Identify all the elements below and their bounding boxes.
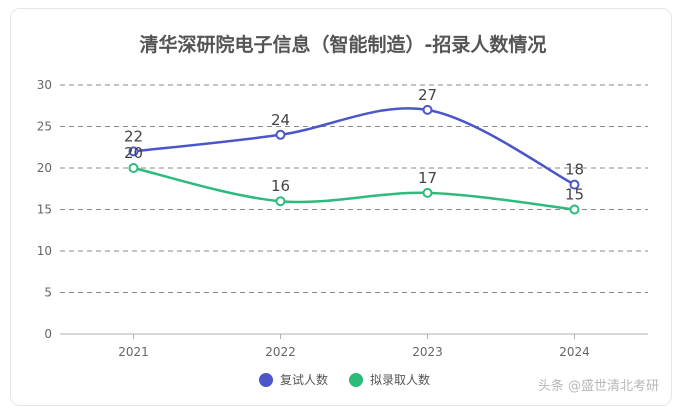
chart-title: 清华深研院电子信息（智能制造）-招录人数情况 bbox=[140, 33, 547, 56]
y-tick-label: 15 bbox=[37, 203, 52, 217]
legend-marker bbox=[349, 373, 363, 387]
series-group bbox=[128, 104, 580, 215]
series-line-1 bbox=[133, 107, 576, 186]
y-tick-label: 10 bbox=[37, 244, 52, 258]
data-point[interactable] bbox=[275, 129, 286, 140]
legend-marker bbox=[259, 373, 273, 387]
data-point[interactable] bbox=[422, 104, 433, 115]
data-labels: 22 24 27 18 20 16 17 15 bbox=[124, 86, 584, 204]
legend-item-1[interactable]: 复试人数 bbox=[259, 372, 328, 387]
data-point[interactable] bbox=[422, 187, 433, 198]
data-label: 15 bbox=[565, 186, 584, 204]
legend-label: 复试人数 bbox=[280, 372, 328, 387]
gridlines bbox=[60, 84, 648, 293]
x-tick-label: 2023 bbox=[412, 345, 443, 359]
data-label: 18 bbox=[565, 161, 584, 179]
y-tick-label: 25 bbox=[37, 120, 52, 134]
data-point[interactable] bbox=[128, 146, 139, 157]
series-line-2 bbox=[133, 166, 575, 211]
data-point[interactable] bbox=[569, 204, 580, 215]
data-point[interactable] bbox=[275, 196, 286, 207]
x-tick-label: 2022 bbox=[265, 345, 296, 359]
data-point[interactable] bbox=[128, 163, 139, 173]
data-label: 20 bbox=[124, 144, 143, 162]
data-label: 17 bbox=[418, 169, 437, 187]
data-label: 27 bbox=[418, 86, 437, 104]
data-label: 22 bbox=[124, 127, 143, 145]
y-tick-label: 30 bbox=[37, 78, 52, 92]
data-point[interactable] bbox=[569, 179, 580, 190]
data-label: 24 bbox=[271, 111, 290, 129]
legend-item-2[interactable]: 拟录取人数 bbox=[349, 372, 430, 387]
y-tick-label: 5 bbox=[44, 286, 52, 300]
legend-label: 拟录取人数 bbox=[370, 372, 430, 387]
data-label: 16 bbox=[271, 177, 290, 195]
y-tick-label: 0 bbox=[44, 327, 52, 341]
watermark-text: 头条 @盛世清北考研 bbox=[537, 379, 659, 394]
y-tick-label: 20 bbox=[37, 161, 52, 175]
legend[interactable]: 复试人数 拟录取人数 bbox=[259, 372, 430, 387]
x-tick-label: 2021 bbox=[118, 345, 149, 359]
x-tick-label: 2024 bbox=[559, 345, 590, 359]
